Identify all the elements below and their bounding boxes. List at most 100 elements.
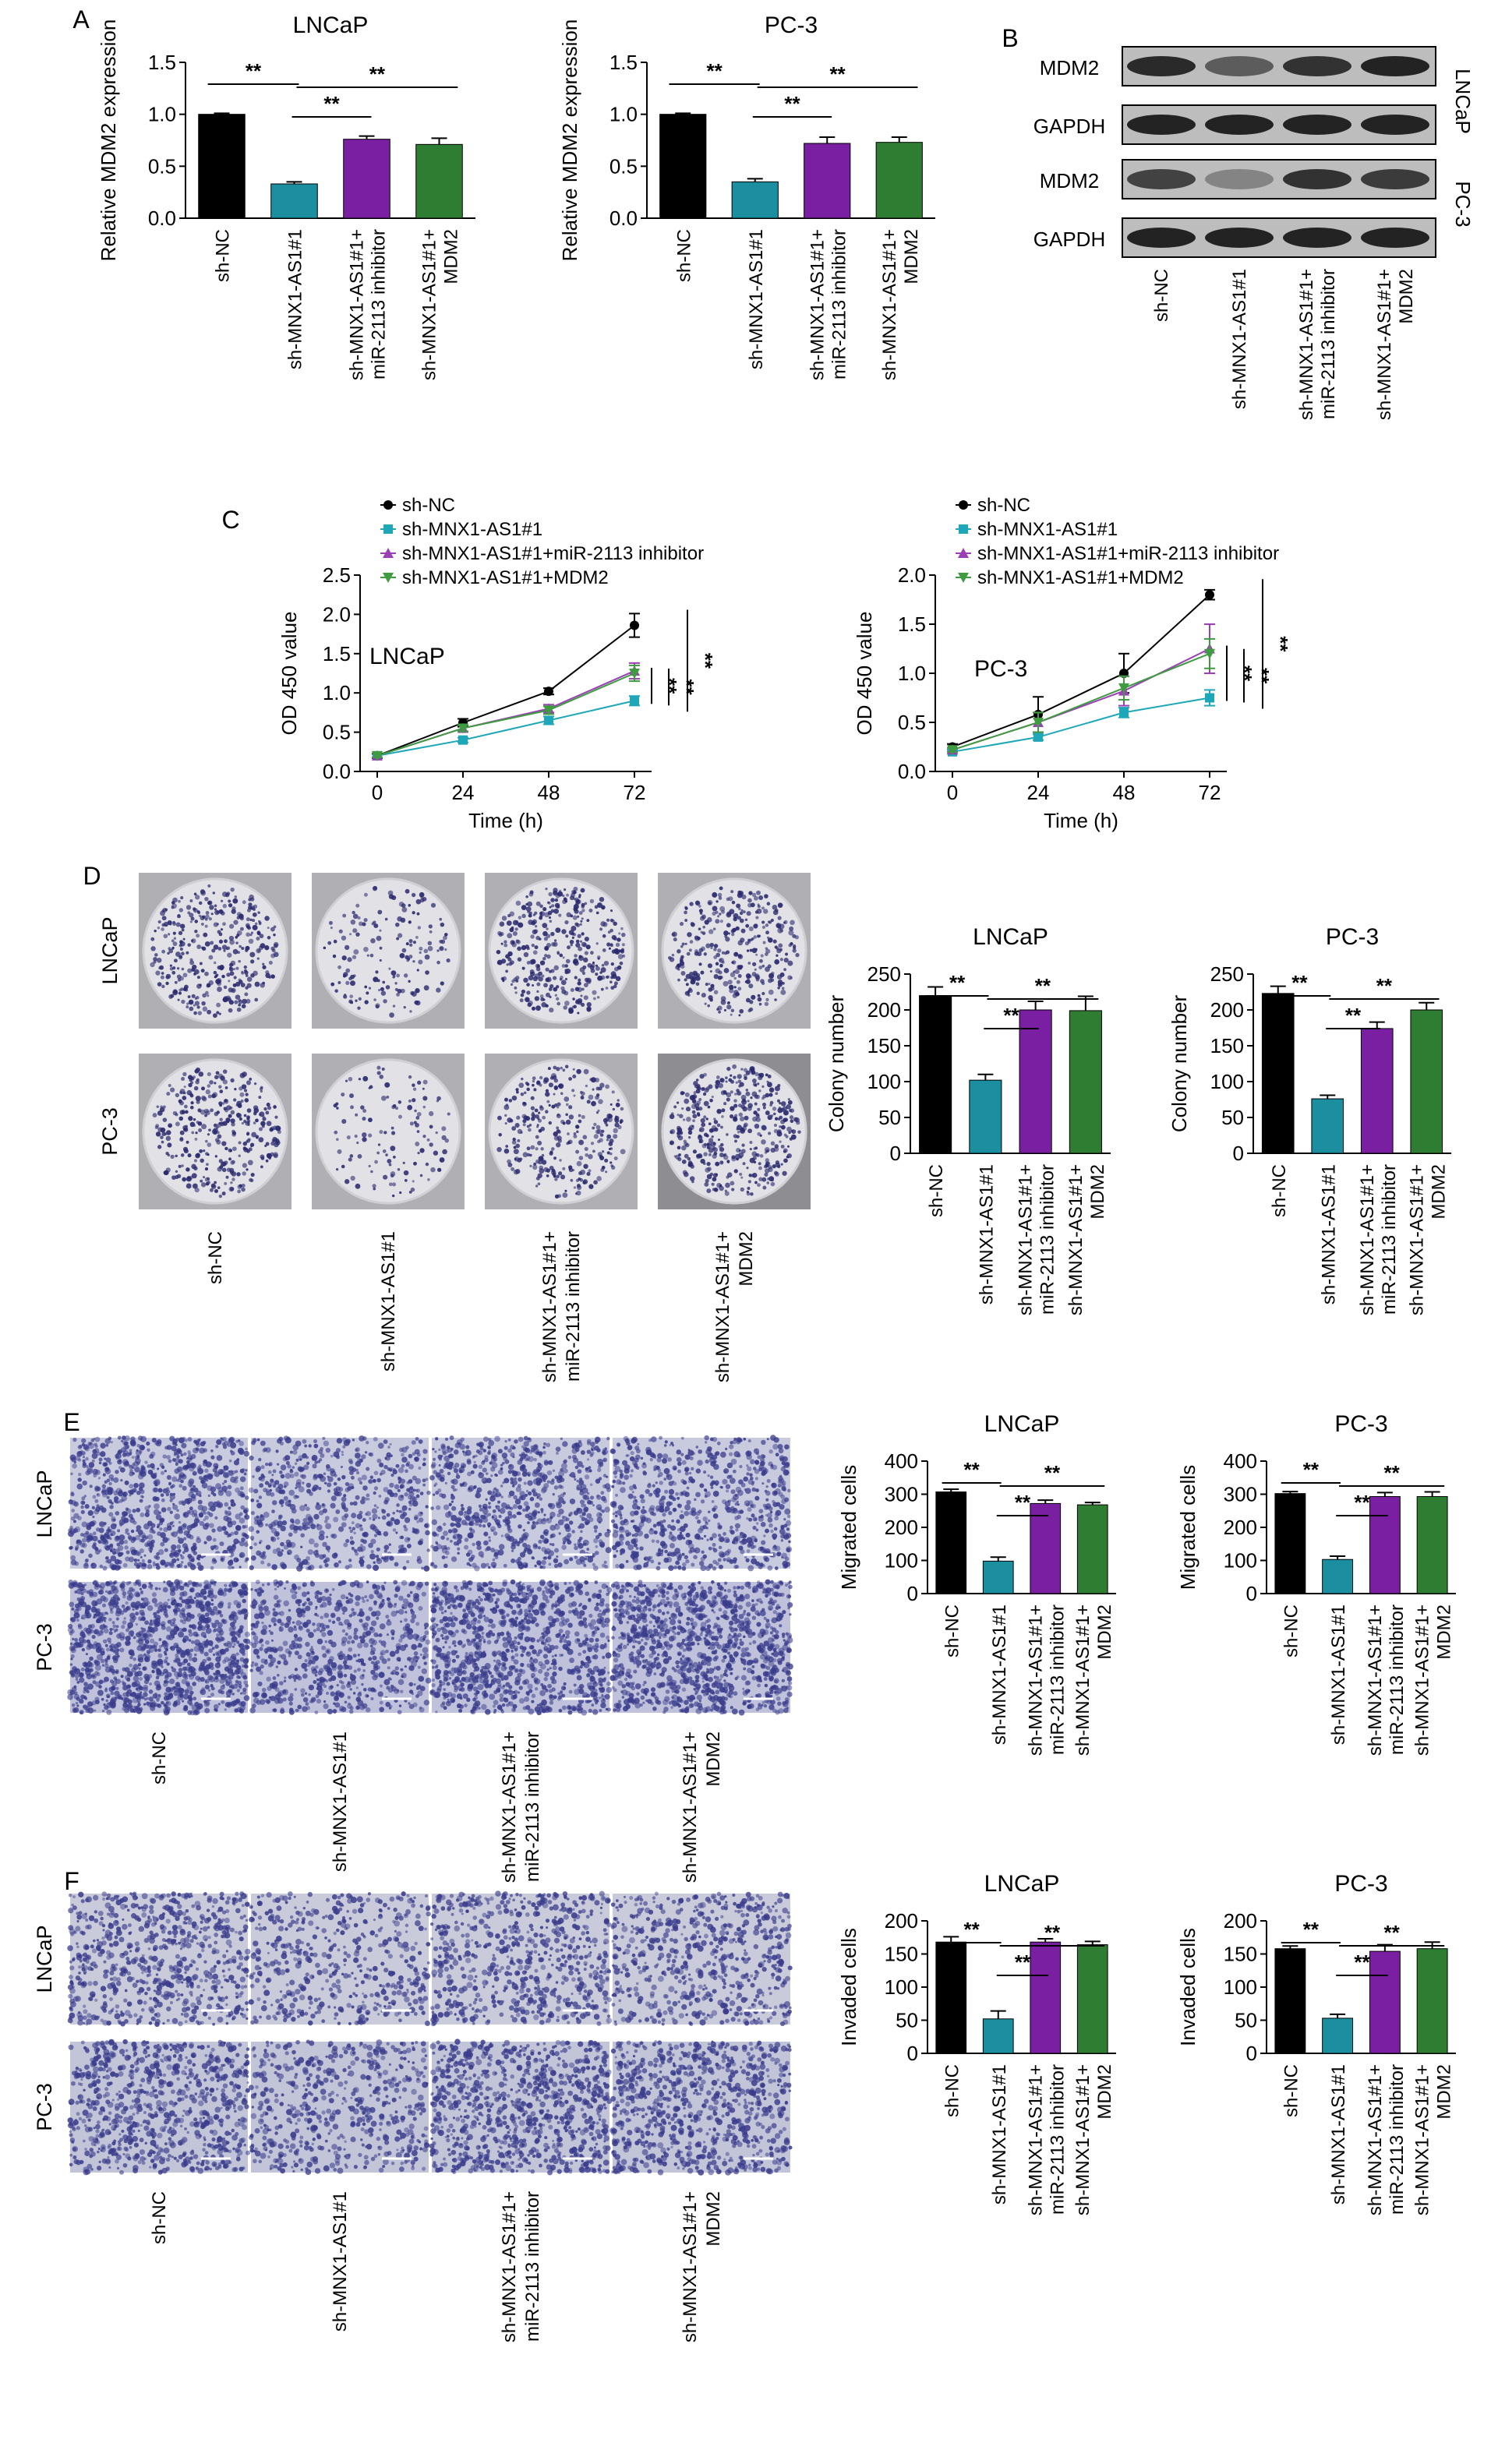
colony-dot — [765, 947, 768, 950]
colony-dot — [773, 1112, 776, 1116]
colony-dot — [768, 989, 774, 995]
colony-dot — [154, 1125, 159, 1130]
cell-dot — [74, 1674, 79, 1679]
colony-dot — [588, 1184, 594, 1189]
colony-dot — [761, 991, 765, 995]
cell-dot — [127, 1626, 131, 1629]
colony-dot — [684, 1098, 690, 1104]
colony-dot — [759, 1154, 764, 1158]
cell-dot — [140, 1512, 145, 1518]
colony-dot — [573, 1134, 578, 1138]
cell-dot — [96, 1671, 101, 1677]
colony-dot — [765, 1163, 769, 1168]
colony-dot — [213, 1123, 217, 1128]
cell-dot — [144, 1620, 149, 1626]
colony-dot — [228, 1000, 234, 1005]
colony-dot — [192, 964, 197, 970]
cell-dot — [198, 1643, 202, 1647]
cell-dot — [175, 1657, 181, 1664]
colony-dot — [173, 937, 177, 940]
colony-dot — [191, 938, 196, 944]
colony-dot — [747, 940, 751, 944]
category-label: sh-MNX1-AS1#1+ — [1296, 269, 1317, 420]
colony-dot — [546, 927, 549, 930]
colony-dot — [362, 1109, 367, 1113]
colony-dot — [403, 1170, 409, 1176]
colony-dot — [189, 1105, 194, 1110]
cell-dot — [77, 1516, 82, 1521]
cell-dot — [104, 1463, 108, 1467]
cell-dot — [171, 1458, 176, 1462]
colony-dot — [608, 1142, 613, 1146]
colony-dot — [208, 980, 214, 986]
colony-dot — [770, 1114, 774, 1117]
colony-dot — [688, 948, 692, 952]
cell-dot — [217, 1661, 221, 1665]
colony-dot — [220, 1075, 225, 1081]
colony-dot — [768, 1131, 772, 1135]
cell-dot — [206, 1535, 212, 1541]
colony-dot — [553, 888, 558, 893]
colony-dot — [525, 906, 532, 913]
colony-dot — [200, 922, 204, 926]
colony-dot — [754, 1123, 760, 1129]
colony-dot — [532, 1164, 538, 1170]
cell-dot — [169, 1492, 173, 1496]
colony-dot — [238, 1117, 242, 1121]
cell-dot — [147, 1448, 150, 1453]
colony-dot — [747, 902, 752, 908]
y-tick-label: 150 — [1210, 1034, 1244, 1057]
colony-dot — [584, 951, 588, 955]
colony-dot — [248, 902, 253, 907]
colony-dot — [740, 928, 746, 934]
colony-dot — [214, 1075, 219, 1080]
cell-dot — [157, 1703, 161, 1707]
colony-dot — [156, 957, 162, 963]
cell-dot — [72, 1463, 77, 1469]
colony-dot — [182, 987, 187, 992]
colony-dot — [397, 1168, 401, 1171]
colony-dot — [397, 933, 403, 938]
colony-dot — [572, 997, 575, 1001]
colony-dot — [582, 1181, 587, 1184]
cell-dot — [210, 1684, 214, 1688]
colony-dot — [355, 1183, 361, 1189]
colony-dot — [747, 898, 752, 903]
colony-dot — [210, 1188, 214, 1192]
cell-dot — [196, 1705, 201, 1710]
colony-dot — [534, 945, 539, 950]
colony-dot — [611, 934, 617, 941]
colony-dot — [776, 954, 779, 957]
cell-dot — [82, 1456, 85, 1459]
colony-dot — [373, 885, 378, 891]
colony-dot — [699, 1127, 705, 1132]
colony-dot — [606, 918, 610, 922]
colony-dot — [549, 984, 554, 989]
colony-dot — [253, 908, 256, 911]
colony-dot — [408, 938, 413, 944]
colony-dot — [345, 968, 351, 973]
cell-dot — [79, 1549, 84, 1554]
cell-dot — [203, 1584, 209, 1590]
cell-dot — [207, 1689, 211, 1692]
colony-dot — [546, 992, 550, 997]
colony-dot — [187, 943, 192, 947]
cell-dot — [137, 1663, 142, 1667]
cell-dot — [104, 1545, 111, 1551]
colony-dot — [611, 919, 615, 923]
colony-dot — [606, 976, 609, 979]
cell-dot — [86, 1644, 92, 1650]
colony-dot — [708, 987, 713, 992]
colony-dot — [160, 1127, 166, 1133]
colony-dot — [219, 965, 224, 970]
cell-dot — [178, 1668, 183, 1672]
colony-dot — [748, 983, 754, 989]
cell-dot — [130, 1440, 136, 1447]
colony-dot — [363, 946, 369, 952]
colony-dot — [505, 1145, 509, 1148]
colony-dot — [181, 928, 185, 932]
colony-dot — [699, 916, 705, 921]
colony-dot — [736, 1157, 739, 1161]
cell-dot — [208, 1592, 214, 1599]
cell-dot — [81, 1442, 85, 1447]
